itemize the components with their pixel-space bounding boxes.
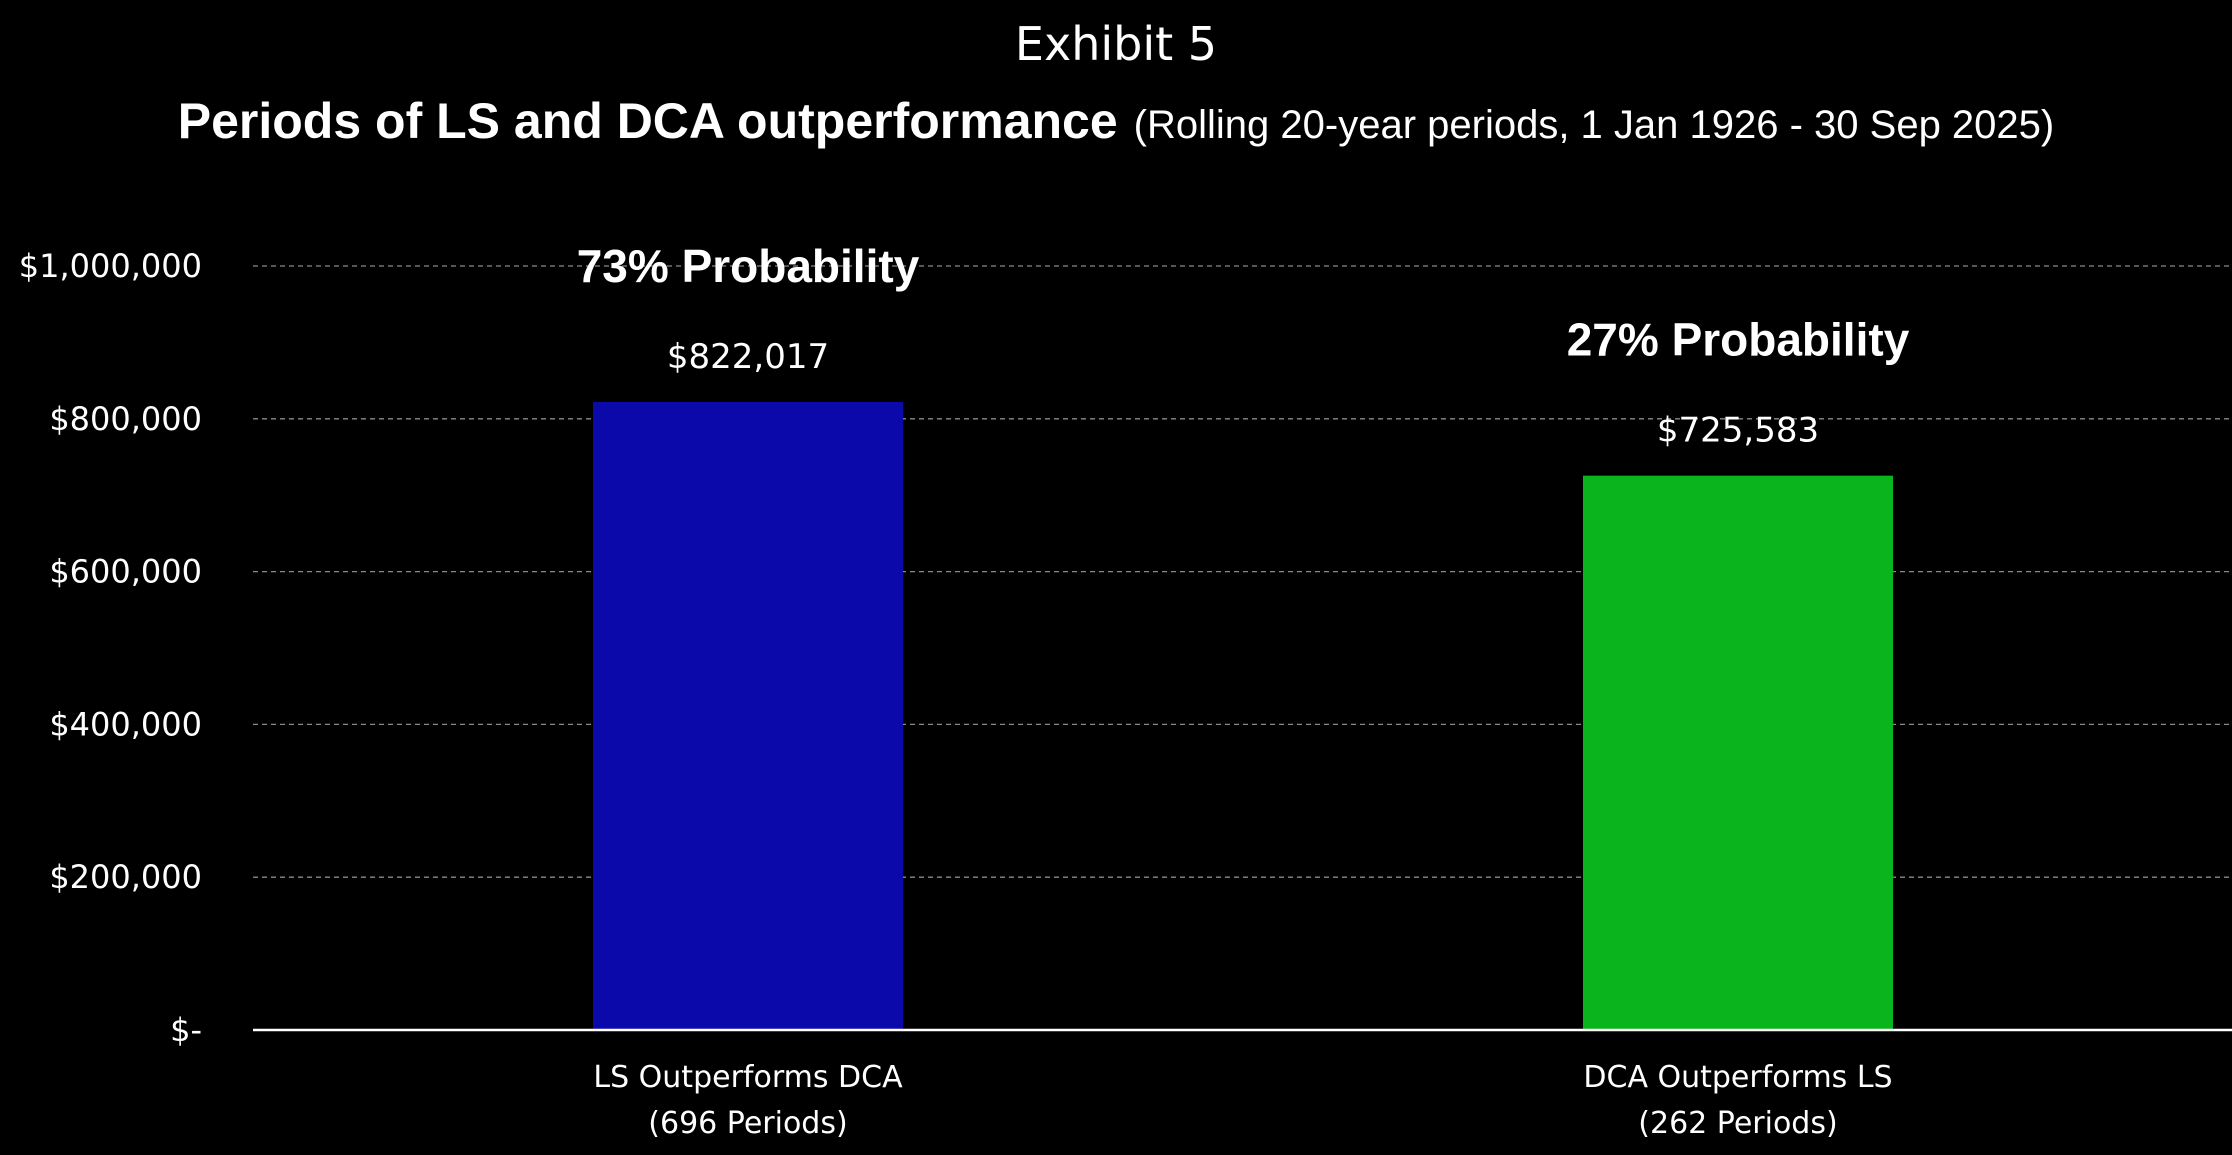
bars: [593, 401, 1893, 1030]
bar-value-label: $725,583: [1657, 411, 1819, 451]
exhibit-label: Exhibit 5: [1015, 17, 1217, 71]
x-axis-categories: LS Outperforms DCA (696 Periods) DCA Outpe…: [593, 1060, 1892, 1141]
y-tick-label: $1,000,000: [19, 247, 202, 285]
y-tick-label: $600,000: [49, 553, 202, 591]
bar-value-label: $822,017: [667, 337, 829, 377]
bar-probability-label: 27% Probability: [1567, 314, 1910, 366]
bar-1: [593, 401, 903, 1030]
x-category-sublabel: (696 Periods): [648, 1106, 847, 1141]
chart-title: Periods of LS and DCA outperformance: [178, 93, 1118, 149]
chart-title-line: Periods of LS and DCA outperformance (Rol…: [178, 93, 2055, 149]
x-category-label: LS Outperforms DCA: [593, 1060, 903, 1095]
bar-2: [1583, 475, 1893, 1030]
bar-labels: $822,017 73% Probability $725,583 27% Proba…: [577, 240, 1910, 451]
y-tick-label: $200,000: [49, 858, 202, 896]
y-tick-label: $400,000: [49, 705, 202, 743]
grid-lines: [253, 265, 2232, 878]
bar-probability-label: 73% Probability: [577, 240, 920, 292]
chart-subtitle: (Rolling 20-year periods, 1 Jan 1926 - 3…: [1134, 103, 2055, 147]
y-axis-ticks: $- $200,000 $400,000 $600,000 $800,000 $1,000…: [19, 247, 202, 1049]
x-category-label: DCA Outperforms LS: [1583, 1060, 1892, 1095]
x-category-sublabel: (262 Periods): [1638, 1106, 1837, 1141]
y-tick-label: $800,000: [49, 400, 202, 438]
y-tick-label: $-: [170, 1011, 202, 1049]
